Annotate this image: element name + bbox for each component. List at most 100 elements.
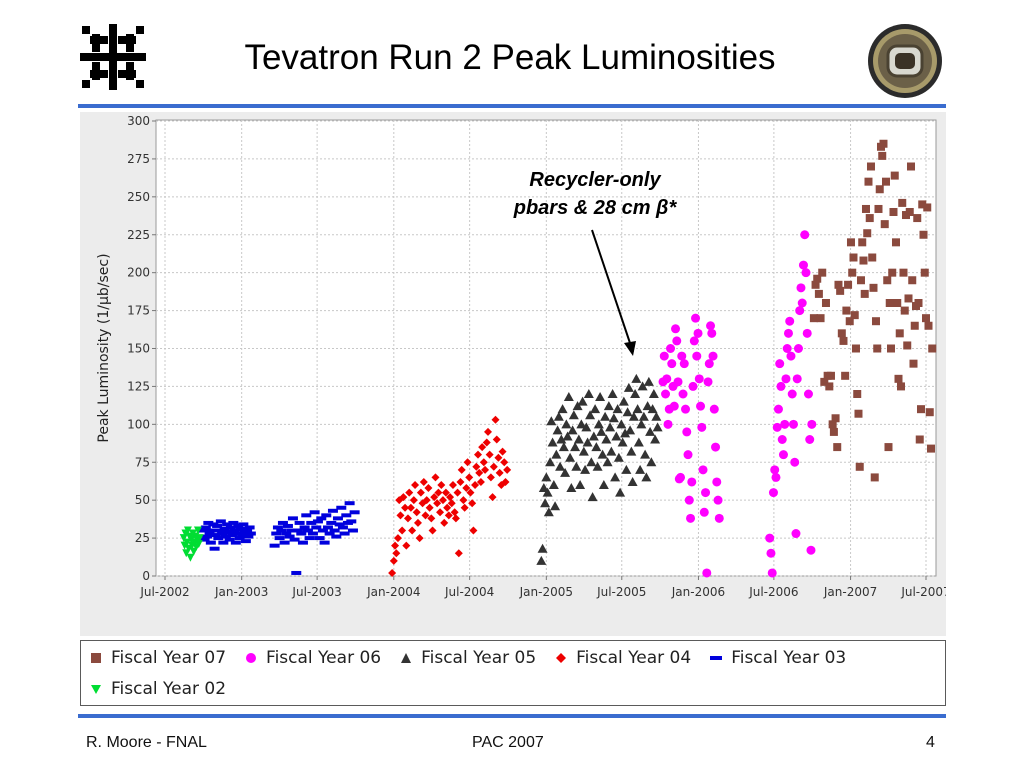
data-point	[289, 537, 300, 542]
data-point	[607, 389, 618, 398]
data-point	[627, 476, 638, 486]
data-point	[786, 351, 796, 361]
data-point	[803, 389, 813, 399]
data-point	[297, 540, 308, 545]
data-point	[617, 437, 628, 447]
data-point	[411, 481, 420, 489]
annotation-line-2: pbars & 28 cm β*	[513, 197, 677, 219]
data-point	[347, 528, 358, 533]
data-point	[778, 450, 788, 460]
data-point	[776, 381, 786, 391]
data-point	[284, 534, 295, 539]
data-point	[881, 177, 890, 186]
data-point	[659, 351, 669, 361]
data-point	[561, 419, 572, 429]
data-point	[553, 411, 564, 421]
data-point	[906, 162, 915, 171]
data-point	[200, 525, 211, 530]
data-point	[795, 306, 805, 316]
data-point	[276, 528, 287, 533]
triangle-marker-icon	[401, 653, 412, 663]
data-point	[244, 525, 255, 530]
data-point	[642, 401, 653, 411]
data-point	[816, 314, 825, 323]
data-point	[602, 457, 613, 467]
data-point	[406, 503, 415, 512]
data-point	[805, 435, 815, 444]
data-point	[633, 437, 644, 447]
x-tick-label: Jan-2005	[519, 585, 573, 599]
data-point	[494, 453, 503, 462]
data-point	[883, 276, 892, 285]
data-point	[552, 425, 563, 435]
data-point	[692, 351, 702, 361]
data-point	[640, 449, 651, 459]
x-tick-label: Jul-2005	[596, 585, 646, 599]
data-point	[893, 299, 902, 307]
data-point	[697, 422, 707, 432]
data-point	[209, 546, 220, 551]
data-point	[413, 518, 422, 527]
data-point	[444, 511, 453, 520]
data-point	[568, 410, 579, 420]
data-point	[389, 556, 398, 565]
data-point	[271, 531, 282, 536]
data-point	[488, 493, 497, 502]
data-point	[879, 139, 888, 148]
data-point	[927, 444, 936, 453]
data-point	[183, 526, 192, 535]
data-point	[606, 446, 617, 456]
data-point	[492, 435, 501, 444]
legend-item-fy02: Fiscal Year 02	[89, 679, 226, 699]
data-point	[781, 374, 791, 384]
x-tick-label: Jan-2006	[671, 585, 725, 599]
data-point	[610, 472, 621, 482]
data-point	[327, 508, 338, 513]
data-point	[194, 540, 203, 549]
data-point	[683, 450, 693, 460]
data-point	[199, 537, 210, 542]
data-point	[595, 392, 606, 402]
data-point	[556, 434, 567, 444]
data-point	[491, 415, 500, 424]
data-point	[447, 499, 456, 508]
data-point	[890, 171, 899, 180]
data-point	[294, 520, 305, 525]
data-point	[223, 530, 234, 535]
data-point	[581, 422, 592, 432]
data-point	[706, 321, 716, 331]
y-tick-label: 275	[127, 152, 150, 166]
data-point	[202, 534, 213, 539]
data-point	[210, 533, 221, 538]
legend-item-fy05: Fiscal Year 05	[399, 648, 536, 668]
data-point	[884, 443, 893, 452]
data-point	[456, 477, 465, 486]
data-point	[331, 534, 342, 539]
data-point	[443, 503, 452, 512]
data-point	[845, 317, 854, 326]
data-point	[501, 477, 510, 486]
data-point	[632, 404, 643, 414]
data-point	[402, 541, 411, 550]
y-tick-label: 225	[127, 228, 150, 242]
data-point	[878, 151, 887, 160]
y-tick-label: 50	[135, 493, 150, 507]
data-point	[904, 294, 913, 303]
data-point	[811, 280, 820, 289]
annotation-arrowhead	[624, 341, 636, 356]
y-tick-label: 175	[127, 304, 150, 318]
square-marker-icon	[91, 653, 101, 663]
data-point	[643, 376, 654, 386]
data-point	[928, 344, 937, 353]
data-point	[451, 514, 460, 523]
x-tick-label: Jul-2006	[748, 585, 798, 599]
data-point	[694, 374, 704, 384]
data-point	[279, 540, 290, 545]
data-point	[861, 204, 870, 213]
data-point	[863, 229, 872, 238]
data-point	[603, 401, 614, 411]
data-point	[593, 419, 604, 429]
data-point	[238, 522, 249, 527]
data-point	[434, 488, 443, 497]
data-point	[708, 351, 718, 361]
